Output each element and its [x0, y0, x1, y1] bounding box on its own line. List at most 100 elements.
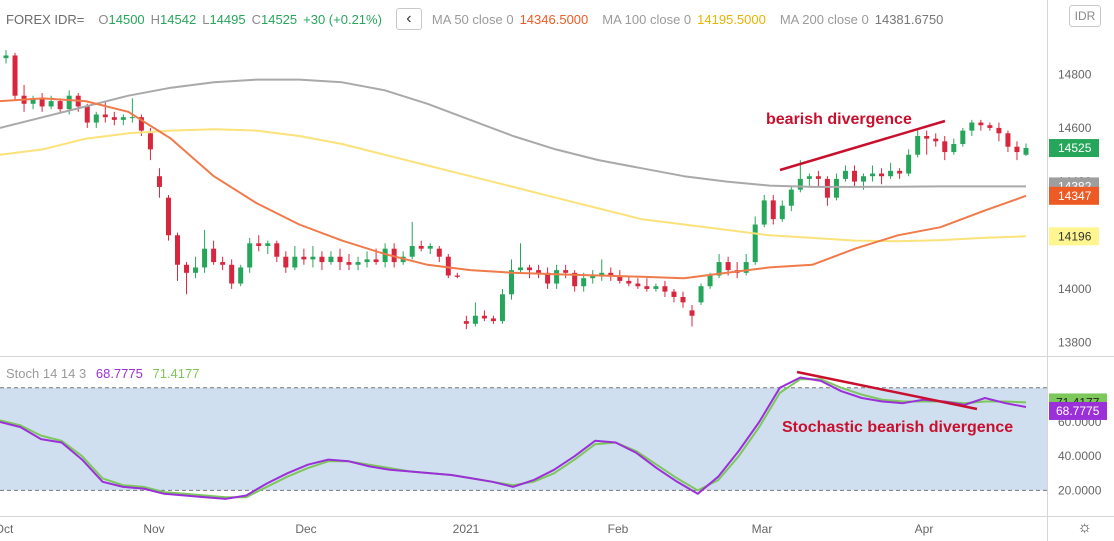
price-divergence-label: bearish divergence [766, 111, 912, 128]
candle-body [563, 270, 569, 273]
candle-body [102, 114, 108, 118]
candle-body [851, 170, 857, 182]
stoch-d-value: 71.4177 [152, 366, 200, 381]
candle-body [527, 267, 533, 271]
time-tick-label: Feb [608, 522, 629, 536]
candle-body [66, 95, 72, 110]
ma200-value: 14381.6750 [874, 11, 944, 27]
ma50-badge-bg [1049, 186, 1099, 205]
candle-body [933, 138, 939, 142]
chart-header: FOREX IDR= O 14500 H 14542 L 14495 C 14525 +… [6, 8, 957, 30]
candle-body [861, 176, 867, 182]
candle-body [879, 173, 885, 177]
candle-body [608, 272, 614, 276]
stoch-band [0, 387, 1047, 491]
candle-body [274, 243, 280, 257]
candle-body [39, 98, 45, 107]
candle-body [1014, 146, 1020, 153]
candle-body [138, 117, 144, 131]
stoch-tick-label: 20.0000 [1058, 483, 1102, 497]
candle-body [301, 256, 307, 260]
candle-body [156, 176, 162, 187]
candle-body [3, 55, 9, 59]
stoch-divergence-label: Stochastic bearish divergence [782, 419, 1013, 436]
candle-body [924, 135, 930, 139]
candle-body [175, 235, 181, 265]
candle-body [490, 318, 496, 322]
candle-body [111, 117, 117, 120]
candle-body [581, 278, 587, 287]
candle-body [743, 262, 749, 273]
candle-body [499, 294, 505, 322]
candle-body [337, 256, 343, 263]
stoch-tick-label: 40.0000 [1058, 449, 1102, 463]
candle-body [752, 224, 758, 263]
candle-body [481, 315, 487, 319]
candle-body [815, 176, 821, 179]
symbol-label: FOREX IDR= [6, 11, 85, 27]
candle-body [653, 286, 659, 289]
candle-body [129, 117, 135, 119]
candle-body [229, 264, 235, 284]
ma50-line [0, 97, 1027, 280]
price-tick-label: 14000 [1058, 282, 1092, 296]
time-tick-label: Oct [0, 522, 14, 536]
ma100-label: MA 100 close 0 [602, 11, 692, 27]
collapse-legend-button[interactable]: ‹ [395, 8, 422, 30]
close-value: 14525 [260, 11, 298, 27]
gear-icon[interactable]: ☼ [1077, 519, 1092, 536]
ma50-label: MA 50 close 0 [431, 11, 514, 27]
candle-body [824, 178, 830, 198]
currency-button[interactable]: IDR [1069, 5, 1101, 27]
candle-body [12, 55, 18, 96]
low-label: L [202, 11, 210, 27]
candle-body [310, 256, 316, 260]
time-tick-label: 2021 [453, 522, 480, 536]
candle-body [165, 197, 171, 236]
price-tick-label: 13800 [1058, 336, 1092, 350]
candle-body [870, 173, 876, 177]
candle-body [238, 267, 244, 284]
stoch-header: Stoch 14 14 3 68.7775 71.4177 [6, 366, 199, 381]
candle-body [788, 189, 794, 206]
low-value: 14495 [209, 11, 246, 27]
ma100-badge: 14196 [1058, 229, 1092, 243]
candle-body [211, 248, 217, 263]
time-tick-label: Apr [915, 522, 934, 536]
candle-body [463, 321, 469, 324]
candle-body [120, 117, 126, 120]
candle-body [292, 256, 298, 268]
candle-body [93, 114, 99, 123]
close-label: C [251, 11, 261, 27]
candle-body [202, 248, 208, 268]
candle-body [770, 200, 776, 220]
candle-body [572, 272, 578, 287]
candle-body [906, 154, 912, 174]
stoch-divergence-line [796, 370, 978, 411]
candle-body [842, 170, 848, 179]
change-value: +30 (+0.21%) [303, 11, 382, 27]
candle-body [978, 122, 984, 126]
candle-body [355, 262, 361, 265]
candle-body [716, 262, 722, 276]
candle-body [644, 286, 650, 289]
time-tick-label: Nov [143, 522, 164, 536]
time-tick-label: Dec [295, 522, 316, 536]
ma100-line [0, 128, 1027, 243]
candle-body [328, 256, 334, 263]
candle-body [256, 243, 262, 246]
candle-body [960, 130, 966, 145]
candle-body [599, 272, 605, 276]
chevron-left-icon: ‹ [406, 10, 412, 27]
candle-body [454, 275, 460, 277]
candle-body [1005, 133, 1011, 147]
candle-body [220, 262, 226, 265]
candle-body [698, 286, 704, 303]
candle-body [707, 275, 713, 287]
candle-body [84, 106, 90, 123]
stoch-k-badge-bg [1049, 401, 1107, 420]
candle-body [57, 101, 63, 110]
stoch-k-line [0, 376, 1027, 500]
candle-body [427, 245, 433, 249]
